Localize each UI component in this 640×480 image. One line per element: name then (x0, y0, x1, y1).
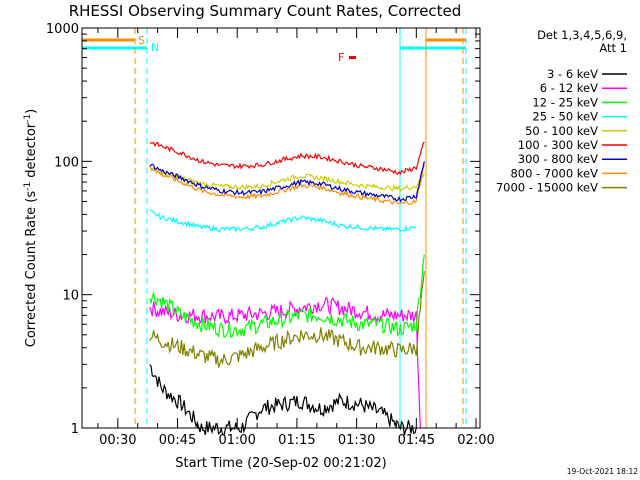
timestamp: 19-Oct-2021 18:12 (567, 467, 638, 476)
y-axis-label: Corrected Count Rate (s-1 detector-1) (23, 109, 39, 347)
x-tick-label: 01:00 (218, 433, 255, 448)
x-axis-label: Start Time (20-Sep-02 00:21:02) (175, 456, 386, 471)
legend-label: 12 - 25 keV (532, 95, 598, 109)
flare-marker-bar (349, 56, 356, 59)
y-tick-label: 10 (62, 289, 79, 304)
series-line-2 (149, 254, 425, 339)
series-layer (149, 141, 425, 437)
marker-label-F: F (338, 51, 344, 64)
plot-frame (81, 27, 481, 429)
series-line-4 (149, 167, 425, 193)
marker-label-S: S (138, 34, 145, 47)
legend-label: 50 - 100 keV (525, 124, 598, 138)
y-tick-label: 1 (71, 422, 79, 437)
series-line-0 (149, 364, 417, 437)
legend-header-1: Det 1,3,4,5,6,9, (537, 28, 627, 42)
legend-label: 300 - 800 keV (518, 152, 598, 166)
legend-header-2: Att 1 (599, 41, 627, 55)
legend-label: 6 - 12 keV (540, 81, 598, 95)
x-axis: 00:30 00:45 01:00 01:15 01:30 01:45 02:00 (97, 28, 495, 448)
series-line-5 (149, 141, 425, 176)
chart-title: RHESSI Observing Summary Count Rates, Co… (69, 2, 462, 20)
x-tick-label: 01:15 (278, 433, 315, 448)
series-line-6 (149, 161, 425, 203)
series-line-7 (149, 164, 425, 206)
marker-label-N: N (151, 41, 159, 54)
x-tick-label: 01:30 (338, 433, 375, 448)
y-tick-label: 1000 (46, 22, 79, 37)
y-tick-label: 100 (54, 155, 79, 170)
series-line-8 (149, 271, 425, 368)
legend-label: 800 - 7000 keV (510, 166, 598, 180)
marker-labels: SN F (138, 34, 344, 64)
legend-label: 100 - 300 keV (518, 138, 598, 152)
x-tick-label: 01:45 (398, 433, 435, 448)
legend-label: 25 - 50 keV (532, 110, 598, 124)
legend-label: 7000 - 15000 keV (496, 181, 598, 195)
series-line-3 (149, 209, 417, 233)
y-axis: 1 10 100 1000 (46, 22, 480, 437)
x-tick-label: 02:00 (457, 433, 494, 448)
plot-decorations (81, 28, 467, 428)
x-tick-label: 00:30 (99, 433, 136, 448)
legend-label: 3 - 6 keV (547, 67, 598, 81)
x-tick-label: 00:45 (159, 433, 196, 448)
